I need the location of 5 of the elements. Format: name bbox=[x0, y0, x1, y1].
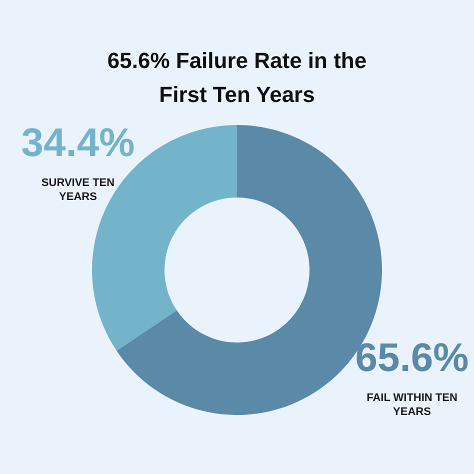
chart-title: 65.6% Failure Rate in the First Ten Years bbox=[106, 47, 368, 109]
slice-label: SURVIVE TEN YEARS bbox=[41, 177, 115, 204]
data-label: 65.6% bbox=[355, 336, 469, 380]
data-label: 34.4% bbox=[21, 121, 135, 166]
slice-label: FAIL WITHIN TEN YEARS bbox=[366, 392, 458, 418]
